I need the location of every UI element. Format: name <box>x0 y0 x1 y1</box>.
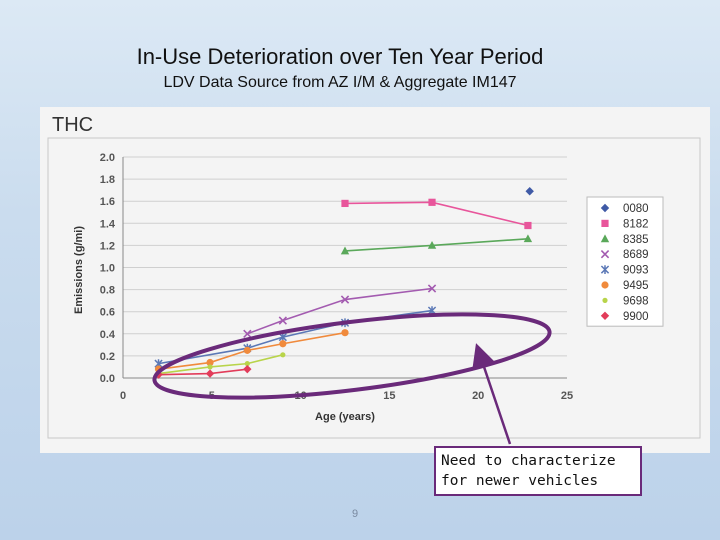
y-tick-label: 0.6 <box>100 307 115 319</box>
series-8182-point <box>428 199 435 206</box>
page-number: 9 <box>352 508 358 520</box>
x-tick-label: 0 <box>120 390 126 402</box>
y-tick-label: 2.0 <box>100 152 115 164</box>
chart-frame: THC 0.0 0.2 0.4 0.6 0.8 1.0 1.2 1.4 1.6 1.8 2.0 0 5 1… <box>40 107 710 453</box>
y-tick-label: 1.6 <box>100 196 115 208</box>
legend-marker-9495 <box>601 281 608 288</box>
series-8182-point <box>524 222 531 229</box>
legend-marker-9698 <box>602 298 607 303</box>
x-tick-label: 5 <box>209 390 215 402</box>
series-8182-point <box>341 200 348 207</box>
series-lines-layer <box>159 202 528 374</box>
series-8689-line <box>247 288 432 333</box>
series-9900-point <box>206 369 214 377</box>
y-tick-label: 0.2 <box>100 351 115 363</box>
legend-label-8689: 8689 <box>623 249 649 261</box>
series-9495-point <box>244 347 251 354</box>
axes-layer: 0.0 0.2 0.4 0.6 0.8 1.0 1.2 1.4 1.6 1.8 2.0 0 5 10 15 2… <box>100 152 573 402</box>
series-9495-point <box>341 329 348 336</box>
x-tick-label: 20 <box>472 390 484 402</box>
series-9495-line <box>159 333 345 369</box>
legend-label-9900: 9900 <box>623 311 649 323</box>
series-8182-line <box>345 202 528 225</box>
legend: 0080 8182 8385 8689 9093 9495 9698 9900 <box>587 197 663 326</box>
x-axis-label: Age (years) <box>315 411 375 423</box>
x-tick-label: 25 <box>561 390 573 402</box>
legend-label-9495: 9495 <box>623 280 649 292</box>
series-8385-line <box>345 239 528 251</box>
series-9698-point <box>207 364 212 369</box>
x-tick-label: 15 <box>383 390 395 402</box>
y-tick-label: 1.0 <box>100 263 115 275</box>
y-tick-label: 0.0 <box>100 373 115 385</box>
series-9900-point <box>243 365 251 373</box>
legend-label-8182: 8182 <box>623 218 649 230</box>
y-tick-label: 1.8 <box>100 174 115 186</box>
thc-chart: THC 0.0 0.2 0.4 0.6 0.8 1.0 1.2 1.4 1.6 1.8 2.0 0 5 1… <box>40 107 710 453</box>
callout-box: Need to characterize for newer vehicles <box>434 446 642 496</box>
legend-label-9093: 9093 <box>623 265 649 277</box>
legend-label-8385: 8385 <box>623 234 649 246</box>
data-marks-layer <box>154 187 534 379</box>
series-0080-point <box>526 187 534 195</box>
y-tick-label: 1.4 <box>100 218 116 230</box>
legend-label-0080: 0080 <box>623 203 649 215</box>
series-8689-point <box>279 317 286 324</box>
y-tick-label: 0.8 <box>100 285 115 297</box>
y-tick-label: 0.4 <box>100 329 116 341</box>
series-9495-point <box>279 340 286 347</box>
series-9698-point <box>280 352 285 357</box>
grid-layer <box>123 157 567 378</box>
chart-title: THC <box>52 114 93 136</box>
slide-title: In-Use Deterioration over Ten Year Perio… <box>0 44 680 70</box>
series-9698-line <box>159 355 283 374</box>
y-axis-label: Emissions (g/mi) <box>73 226 85 314</box>
x-tick-label: 10 <box>294 390 306 402</box>
y-tick-label: 1.2 <box>100 240 115 252</box>
legend-marker-8182 <box>601 220 608 227</box>
slide-subtitle: LDV Data Source from AZ I/M & Aggregate … <box>0 74 680 92</box>
legend-label-9698: 9698 <box>623 295 649 307</box>
